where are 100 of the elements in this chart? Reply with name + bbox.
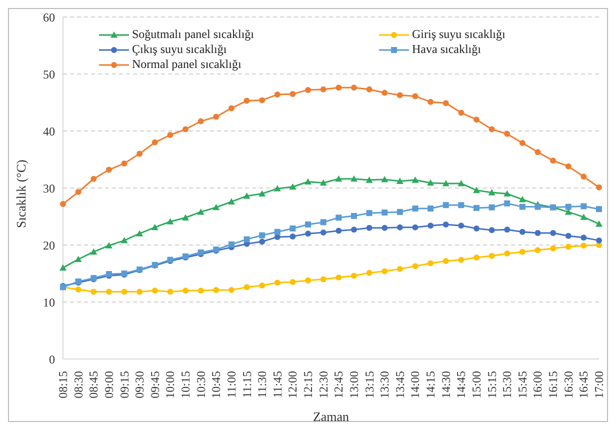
legend-label: Soğutmalı panel sıcaklığı	[132, 27, 254, 42]
point	[182, 126, 189, 132]
point	[290, 90, 296, 97]
x-tick-label: 16:30	[561, 371, 576, 398]
point	[243, 192, 250, 199]
point	[290, 233, 296, 240]
point	[504, 226, 510, 233]
point	[565, 244, 572, 250]
x-tick-label: 15:30	[500, 371, 514, 398]
x-tick-label: 13:15	[362, 371, 376, 398]
x-tick-label: 08:45	[86, 371, 101, 398]
point	[106, 166, 112, 173]
point	[244, 98, 250, 104]
x-tick-label: 14:00	[408, 371, 422, 398]
point	[336, 214, 342, 221]
point	[304, 178, 312, 185]
point	[320, 219, 326, 226]
point	[75, 188, 82, 195]
point	[428, 222, 434, 229]
x-tick-label: 15:45	[515, 371, 530, 398]
point	[182, 214, 190, 220]
point	[90, 248, 98, 255]
point	[60, 200, 66, 207]
point	[382, 90, 388, 96]
x-tick-label: 09:30	[132, 371, 147, 398]
point	[182, 288, 189, 294]
point	[60, 264, 66, 271]
legend-label: Hava sıcaklığı	[412, 42, 481, 57]
point	[366, 270, 372, 276]
point	[136, 288, 143, 295]
point	[442, 202, 449, 208]
point	[504, 250, 510, 257]
point	[580, 234, 587, 241]
point	[442, 100, 449, 106]
point	[488, 189, 496, 196]
point	[550, 245, 556, 252]
point	[90, 176, 97, 182]
point	[396, 266, 403, 272]
point	[259, 97, 266, 104]
point	[244, 236, 250, 242]
point	[565, 232, 572, 239]
point	[136, 230, 144, 236]
point	[412, 224, 418, 230]
point	[198, 288, 204, 294]
point	[458, 202, 464, 208]
point	[519, 248, 526, 255]
point	[596, 220, 602, 227]
point	[75, 286, 82, 292]
point	[350, 84, 357, 91]
point	[320, 276, 326, 282]
point	[472, 186, 480, 194]
x-tick-label: 15:15	[484, 371, 499, 398]
point	[565, 163, 572, 170]
point	[197, 208, 204, 215]
x-tick-label: 16:15	[546, 371, 560, 398]
point	[259, 232, 266, 238]
x-tick-label: 14:45	[454, 371, 468, 398]
point	[152, 288, 158, 294]
point	[396, 208, 403, 215]
point	[366, 210, 372, 216]
point	[305, 221, 312, 228]
x-tick-label: 09:15	[117, 371, 132, 398]
point	[74, 256, 82, 262]
point	[580, 174, 587, 180]
point	[228, 287, 234, 294]
point	[259, 282, 266, 288]
point	[442, 221, 449, 228]
point	[305, 86, 312, 93]
point	[473, 225, 480, 232]
point	[228, 105, 234, 112]
point	[412, 206, 418, 212]
x-tick-label: 09:00	[102, 371, 116, 398]
point	[350, 212, 357, 219]
point	[228, 241, 234, 248]
point	[336, 274, 342, 280]
point	[518, 196, 526, 202]
point	[151, 224, 158, 230]
point	[228, 198, 235, 204]
x-tick-label: 16:00	[530, 371, 545, 398]
x-tick-label: 10:30	[194, 371, 208, 398]
point	[428, 98, 434, 105]
point	[244, 284, 250, 290]
x-tick-label: 14:30	[438, 371, 453, 398]
y-tick-label: 0	[49, 352, 55, 366]
legend-label: Giriş suyu sıcaklığı	[412, 27, 506, 42]
point	[488, 126, 495, 132]
point	[473, 254, 480, 261]
point	[350, 226, 357, 233]
point	[396, 92, 403, 98]
x-tick-label: 08:15	[56, 371, 70, 398]
point	[289, 183, 296, 190]
point	[121, 288, 128, 295]
x-tick-label: 08:30	[71, 371, 86, 398]
point	[320, 86, 326, 92]
point	[121, 160, 128, 166]
point	[274, 92, 280, 98]
x-axis-title: Zaman	[312, 409, 350, 424]
x-tick-label: 10:15	[178, 371, 193, 398]
point	[473, 116, 480, 123]
point	[167, 288, 174, 295]
